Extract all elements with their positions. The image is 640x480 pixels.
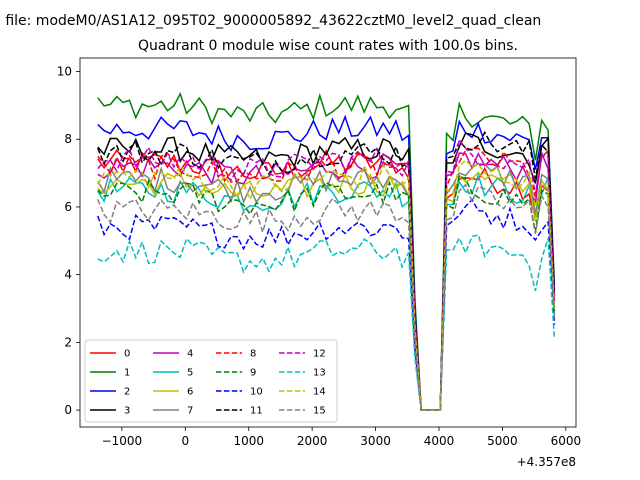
series-line-11: [97, 130, 556, 411]
series-line-15: [97, 183, 556, 411]
legend-label-10: 10: [250, 387, 263, 398]
y-tick-label: 2: [64, 335, 72, 349]
x-tick-label: 1000: [233, 434, 264, 448]
legend-label-1: 1: [124, 368, 130, 379]
y-tick-label: 0: [64, 403, 72, 417]
series-line-4: [97, 150, 556, 411]
series-line-2: [97, 114, 556, 411]
legend-label-14: 14: [313, 387, 326, 398]
legend-label-5: 5: [187, 368, 193, 379]
y-tick-label: 4: [64, 268, 72, 282]
x-axis-offset-label: +4.357e8: [517, 455, 576, 469]
plot-area: [97, 92, 556, 411]
series-line-7: [97, 162, 556, 411]
x-tick-label: 0: [181, 434, 189, 448]
legend-label-12: 12: [313, 349, 326, 360]
y-tick-label: 6: [64, 200, 72, 214]
x-tick-label: 3000: [360, 434, 391, 448]
series-line-9: [97, 174, 556, 411]
legend-label-6: 6: [187, 387, 193, 398]
legend-label-13: 13: [313, 368, 326, 379]
figure-suptitle: n file: modeM0/AS1A12_095T02_9000005892_…: [0, 13, 541, 29]
series-line-8: [97, 147, 556, 411]
legend-label-15: 15: [313, 406, 326, 417]
legend-label-7: 7: [187, 406, 193, 417]
x-tick-label: −1000: [102, 434, 143, 448]
series-line-14: [97, 159, 556, 411]
legend-label-3: 3: [124, 406, 130, 417]
series-line-10: [97, 198, 556, 411]
legend-label-9: 9: [250, 368, 256, 379]
x-tick-label: 2000: [297, 434, 328, 448]
series-line-13: [97, 233, 556, 411]
x-tick-label: 6000: [551, 434, 582, 448]
legend-label-4: 4: [187, 349, 193, 360]
legend-frame: [84, 339, 338, 423]
legend-label-2: 2: [124, 387, 130, 398]
legend-label-8: 8: [250, 349, 256, 360]
series-line-12: [97, 137, 556, 411]
series-line-0: [97, 149, 556, 411]
legend-label-11: 11: [250, 406, 263, 417]
y-tick-label: 8: [64, 132, 72, 146]
chart-title: Quadrant 0 module wise count rates with …: [138, 38, 518, 54]
series-line-3: [97, 132, 556, 411]
y-tick-label: 10: [57, 65, 72, 79]
axes-frame: [79, 57, 577, 428]
legend-label-0: 0: [124, 349, 130, 360]
x-tick-label: 5000: [487, 434, 518, 448]
x-tick-label: 4000: [424, 434, 455, 448]
